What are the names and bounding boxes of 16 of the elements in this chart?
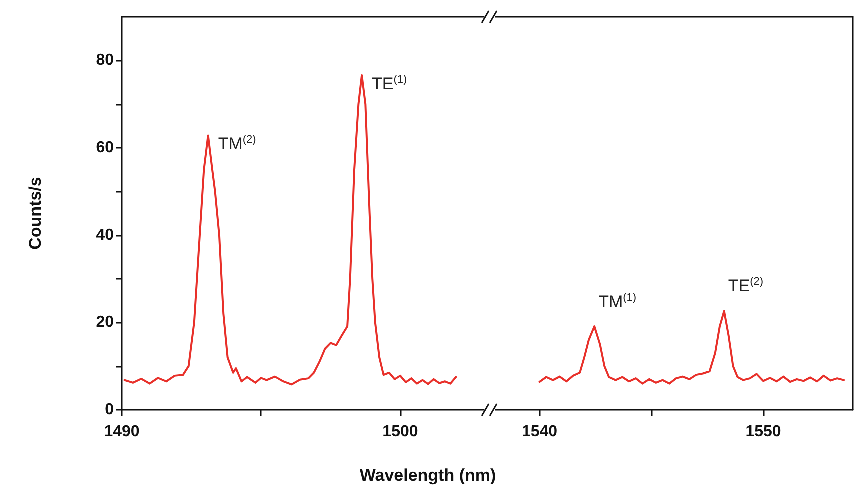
x-tick-label: 1490: [104, 424, 140, 440]
y-axis-title: Counts/s: [26, 177, 45, 250]
y-tick-label: 80: [96, 52, 114, 70]
annotation: TM$^{(1)}$: [598, 292, 637, 312]
y-tick-label: 40: [96, 226, 114, 244]
y-tick-label: 0: [105, 402, 114, 418]
line-series: [124, 74, 458, 386]
x-tick-label: 1500: [382, 424, 418, 440]
y-tick-label: 60: [96, 140, 114, 156]
x-tick-label: 1550: [746, 424, 782, 440]
annotation: TE$^{(2)}$: [728, 276, 764, 296]
annotation: TE$^{(1)}$: [372, 74, 408, 94]
y-tick-label: 20: [96, 314, 114, 332]
x-tick-label: 1540: [522, 424, 558, 440]
x-axis-title: Wavelength (nm): [358, 466, 498, 486]
annotation: TM$^{(2)}$: [218, 134, 256, 154]
